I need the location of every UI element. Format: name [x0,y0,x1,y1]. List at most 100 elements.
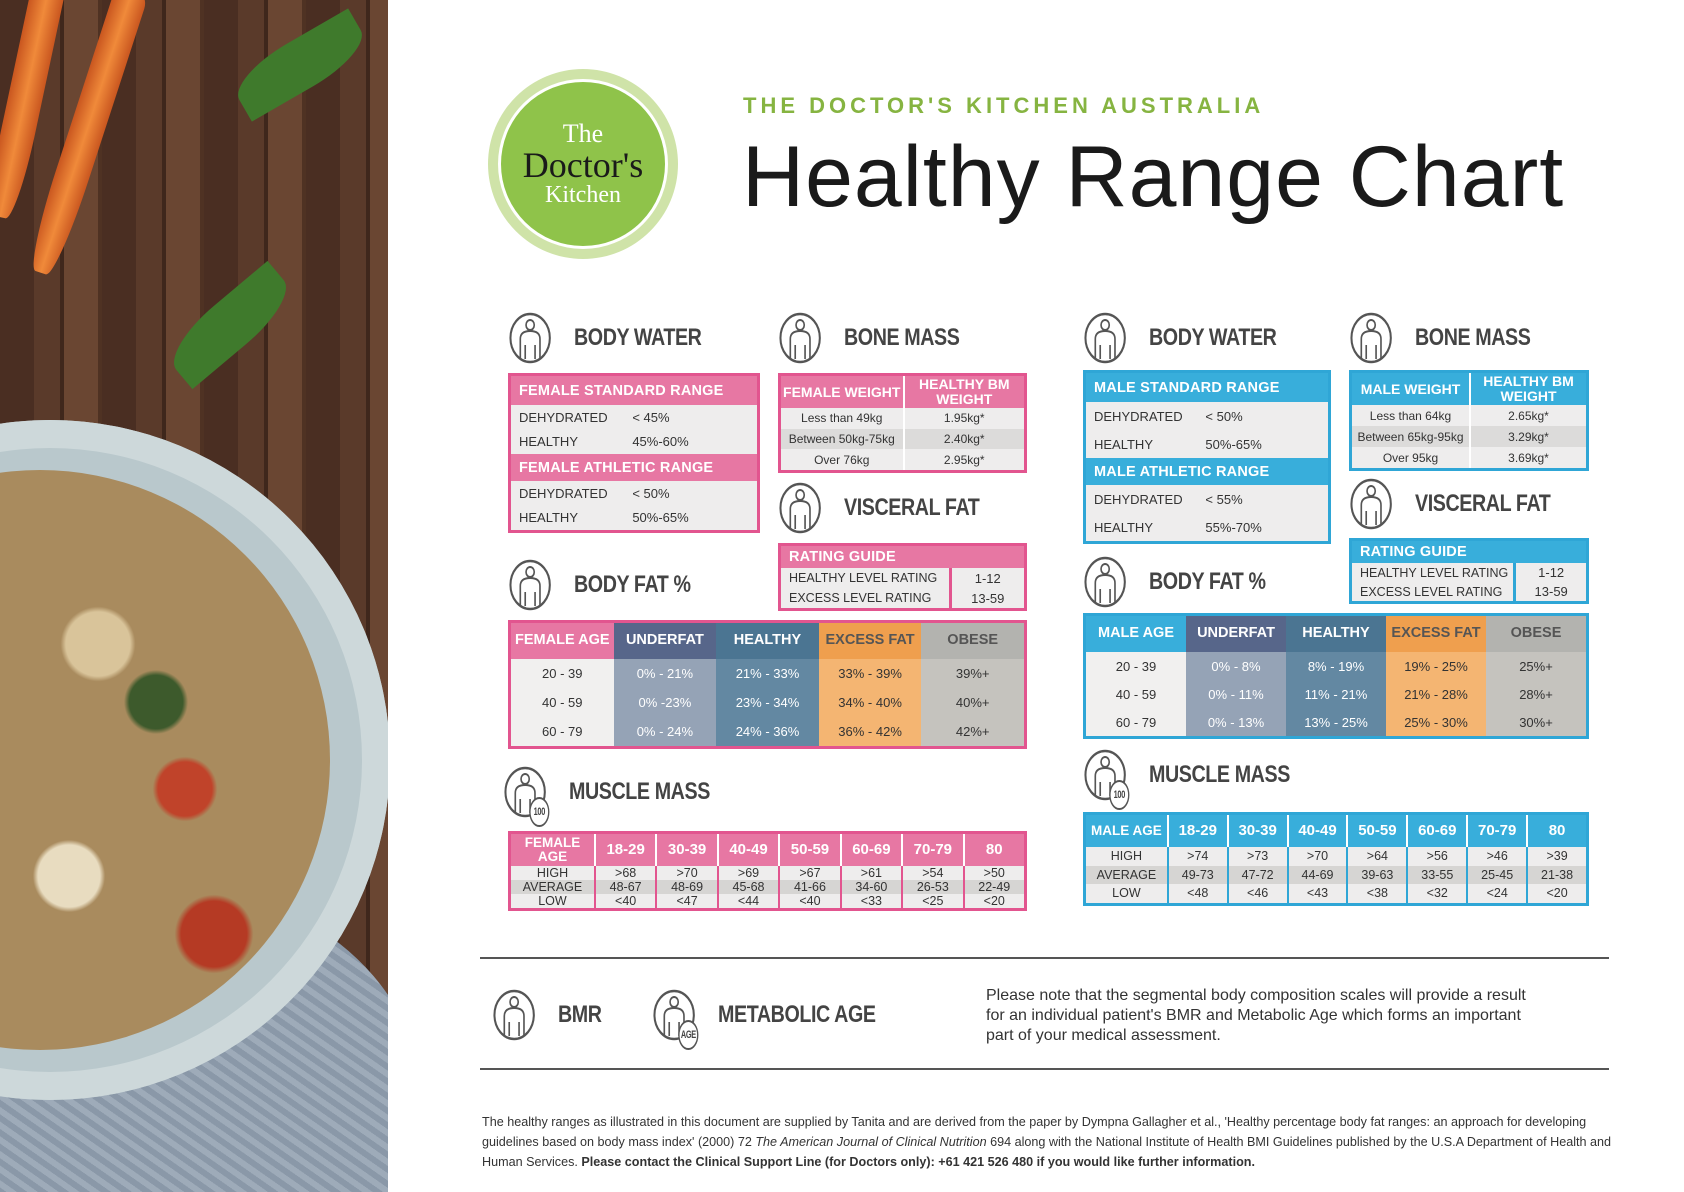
cell: >61 [839,866,901,880]
body-icon [508,311,552,365]
cell: <38 [1346,884,1406,903]
column-header: 70-79 [901,834,963,866]
cell: 42%+ [921,717,1024,746]
logo: The Doctor's Kitchen [488,69,678,259]
body-icon [1083,311,1127,365]
cell: DEHYDRATED [1094,491,1183,507]
cell: <32 [1406,884,1466,903]
column-header: EXCESS FAT [818,623,922,659]
table-row: HEALTHY 50%-65% [511,506,757,531]
standard-range-header: MALE STANDARD RANGE [1086,373,1328,402]
body-icon: 100 [1083,748,1130,810]
column-header: 80 [962,834,1024,866]
heading-bmr: BMR [492,988,611,1042]
cell: < 50% [1205,408,1243,424]
cell: <43 [1286,884,1347,903]
cell: 22-49 [962,880,1024,894]
heading-visceral-fat: VISCERAL FAT [1349,477,1580,531]
cell: >69 [716,866,778,880]
cell: <47 [655,894,716,908]
body-icon [1083,555,1127,609]
divider [480,957,1609,959]
cell: DEHYDRATED [519,485,608,501]
cell: Over 76kg [814,452,870,467]
cell: AVERAGE [1086,865,1167,885]
column-header: EXCESS FAT [1386,616,1486,652]
cell: DEHYDRATED [1094,408,1183,424]
cell: <33 [839,894,901,908]
table-row: EXCESS LEVEL RATING 13-59 [781,588,1024,608]
cell: <24 [1466,884,1526,903]
cell: 1-12 [948,568,1025,588]
table-row: HEALTHY 55%-70% [1086,513,1328,541]
female-visceral-table: RATING GUIDE HEALTHY LEVEL RATING 1-12 EXCE… [778,543,1027,611]
cell: 60 - 79 [511,717,614,746]
cell: <46 [1226,884,1287,903]
cell: 60 - 79 [1086,708,1186,736]
cell: Less than 64kg [1369,408,1452,423]
cell: 25% - 30% [1386,708,1486,736]
cell: HEALTHY LEVEL RATING [1360,565,1509,580]
footer-journal: The American Journal of Clinical Nutriti… [755,1135,987,1149]
column-header: HEALTHY BM WEIGHT [902,376,1024,408]
heading-body-fat: BODY FAT % [508,558,716,612]
heading-bone-mass: BONE MASS [1349,311,1556,365]
cell: >68 [593,866,655,880]
heading-visceral-fat-label: VISCERAL FAT [1415,490,1551,517]
cell: 2.95kg* [902,449,1025,470]
male-body-water-table: MALE STANDARD RANGE DEHYDRATED < 50% HEALTH… [1083,370,1331,544]
cell: 19% - 25% [1386,652,1486,680]
column-header: 18-29 [593,834,656,866]
male-visceral-table: RATING GUIDE HEALTHY LEVEL RATING 1-12 EXCE… [1349,538,1589,604]
cell: 8% - 19% [1286,652,1386,680]
cell: 23% - 34% [716,688,819,717]
column-header: 30-39 [1226,815,1287,847]
cell: Over 95kg [1382,450,1439,465]
athletic-range-header: FEMALE ATHLETIC RANGE [511,454,757,481]
logo-text: Kitchen [545,182,621,208]
column-header: HEALTHY [716,623,819,659]
heading-metabolic-age: AGE METABOLIC AGE [652,988,910,1050]
footer-text: 694 along with the National Institute of… [482,1135,1612,1169]
muscle-grid: FEMALE AGE 18-29 30-39 40-49 50-59 60-69 70-79… [511,834,1024,908]
cell: 25%+ [1486,652,1586,680]
female-body-fat-table: FEMALE AGE UNDERFAT HEALTHY EXCESS FAT OBESE… [508,620,1027,749]
cell: 0% - 8% [1186,652,1286,680]
cell: 21% - 33% [716,659,819,688]
cell: Between 65kg-95kg [1352,426,1469,447]
column-header: 40-49 [716,834,779,866]
cell: >74 [1166,847,1227,866]
cell: < 55% [1205,491,1243,507]
footer-citation: The healthy ranges as illustrated in thi… [482,1112,1612,1172]
cell: <20 [1526,884,1586,903]
cell: 50%-65% [632,510,689,526]
male-muscle-mass-table: MALE AGE 18-29 30-39 40-49 50-59 60-69 70-79 80… [1083,812,1589,906]
heading-body-fat: BODY FAT % [1083,555,1291,609]
heading-metabolic-age-label: METABOLIC AGE [718,1001,876,1028]
cell: 39%+ [921,659,1024,688]
cell: >67 [778,866,839,880]
body-icon [778,311,822,365]
column-header: 18-29 [1166,815,1227,847]
cell: 1-12 [1513,563,1586,582]
heading-body-water-label: BODY WATER [1149,324,1277,351]
body-icon: 100 [503,765,550,827]
cell: HIGH [1110,849,1143,864]
column-header: HEALTHY BM WEIGHT [1469,373,1586,405]
cell: 0% -23% [613,688,717,717]
heading-body-fat-label: BODY FAT % [574,571,691,598]
cell: <40 [778,894,839,908]
cell: 0% - 24% [613,717,717,746]
cell: 44-69 [1286,865,1347,885]
cell: 0% - 21% [613,659,717,688]
cell: Between 50kg-75kg [781,428,903,450]
icon-badge: 100 [1109,780,1130,810]
footer-text: The healthy ranges as illustrated in thi… [482,1115,1587,1149]
table-row: DEHYDRATED < 55% [1086,485,1328,513]
cell: 25-45 [1466,865,1527,885]
cell: Less than 49kg [801,411,883,426]
standard-range-header: FEMALE STANDARD RANGE [511,376,757,405]
body-icon [508,558,552,612]
heading-muscle-mass: 100 MUSCLE MASS [1083,748,1321,810]
cell: >39 [1526,847,1586,866]
